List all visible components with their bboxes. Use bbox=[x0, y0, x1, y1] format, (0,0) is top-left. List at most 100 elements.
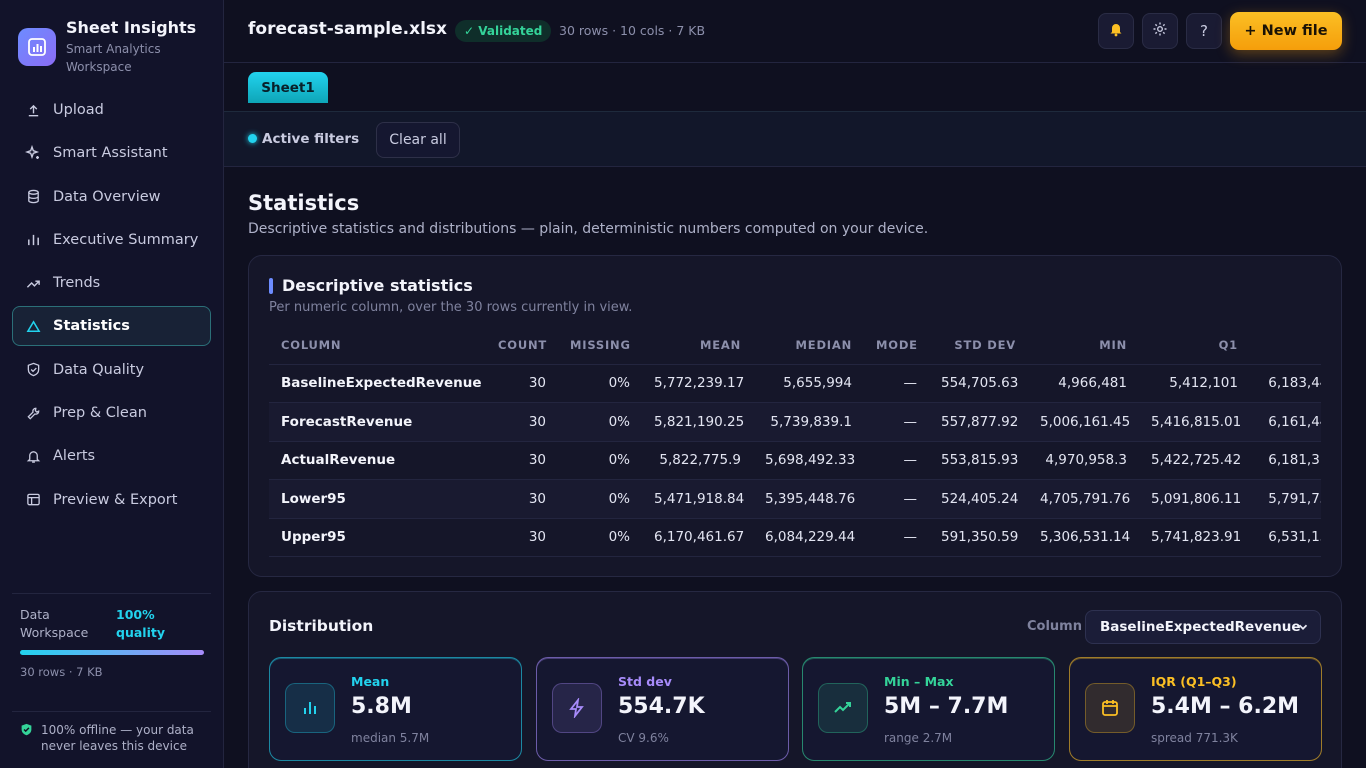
sidebar-item-label: Statistics bbox=[53, 318, 130, 335]
sidebar-item-trends[interactable]: Trends bbox=[12, 263, 211, 303]
stat-cell: 0% bbox=[558, 402, 642, 441]
sidebar-item-data-overview[interactable]: Data Overview bbox=[12, 177, 211, 217]
stat-subtext: median 5.7M bbox=[351, 731, 430, 745]
calendar-icon bbox=[1085, 683, 1135, 733]
column-header[interactable]: COLUMN bbox=[281, 337, 342, 352]
stat-cell: 30 bbox=[486, 517, 558, 557]
app-logo-icon bbox=[18, 28, 56, 66]
sidebar-item-executive-summary[interactable]: Executive Summary bbox=[12, 220, 211, 260]
column-select-label: Column bbox=[1027, 619, 1082, 634]
stat-cell: 0% bbox=[558, 517, 642, 557]
app-subtitle: Smart Analytics Workspace bbox=[66, 42, 161, 74]
filters-bar: Active filters Clear all bbox=[224, 111, 1366, 167]
quality-progress-fill bbox=[20, 650, 204, 655]
sidebar-item-alerts[interactable]: Alerts bbox=[12, 436, 211, 476]
stat-cell: — bbox=[864, 402, 929, 441]
stat-cell: 30 bbox=[486, 402, 558, 441]
column-header[interactable]: MODE bbox=[876, 337, 918, 352]
column-header[interactable]: MISSING bbox=[570, 337, 631, 352]
bolt-icon bbox=[552, 683, 602, 733]
sidebar-divider bbox=[12, 593, 211, 594]
tab-sheet1[interactable]: Sheet1 bbox=[248, 72, 328, 103]
stat-cell: 591,350.59 bbox=[929, 517, 1028, 557]
trend-up-icon bbox=[818, 683, 868, 733]
column-header[interactable]: Q1 bbox=[1218, 337, 1238, 352]
help-button[interactable]: ? bbox=[1186, 13, 1222, 49]
table-row[interactable]: Upper95 30 0% 6,170,461.67 6,084,229.44—591,… bbox=[269, 517, 1321, 557]
sidebar-item-statistics[interactable]: Statistics bbox=[12, 306, 211, 347]
column-name-cell: Lower95 bbox=[269, 479, 486, 518]
stat-cell: — bbox=[864, 479, 929, 518]
stat-cell: 30 bbox=[486, 440, 558, 480]
column-name-cell: BaselineExpectedRevenue bbox=[269, 363, 486, 403]
stat-cell: 30 bbox=[486, 363, 558, 403]
sidebar-item-label: Smart Assistant bbox=[53, 145, 168, 162]
gear-icon bbox=[1152, 21, 1168, 41]
stat-cell: 6,531,133 bbox=[1250, 517, 1321, 557]
offline-text: 100% offline — your data never leaves th… bbox=[41, 723, 194, 753]
upload-icon bbox=[25, 102, 41, 118]
table-row[interactable]: ForecastRevenue 30 0% 5,821,190.25 5,739,839… bbox=[269, 402, 1321, 441]
stat-card-mean: Mean 5.8M median 5.7M bbox=[269, 657, 522, 761]
table-row[interactable]: ActualRevenue 30 0% 5,822,775.9 5,698,492.33… bbox=[269, 440, 1321, 480]
card-subtitle: Per numeric column, over the 30 rows cur… bbox=[269, 300, 633, 315]
stat-cell: 5,471,918.84 bbox=[642, 479, 753, 518]
sidebar-item-label: Executive Summary bbox=[53, 231, 199, 248]
column-select[interactable]: BaselineExpectedRevenue bbox=[1085, 610, 1321, 644]
file-meta: 30 rows · 10 cols · 7 KB bbox=[559, 23, 706, 38]
brand: Sheet Insights Smart Analytics Workspace bbox=[18, 18, 196, 76]
statistics-table-scroll[interactable]: COLUMN COUNT MISSING MEAN MEDIAN MODE ST… bbox=[269, 326, 1321, 557]
stat-value: 554.7K bbox=[618, 694, 705, 719]
stat-cell: 0% bbox=[558, 440, 642, 480]
table-row[interactable]: Lower95 30 0% 5,471,918.84 5,395,448.76—524,… bbox=[269, 479, 1321, 518]
quality-label: Data Workspace bbox=[20, 607, 89, 640]
column-header[interactable] bbox=[1250, 326, 1321, 364]
sidebar-divider bbox=[12, 711, 211, 712]
sidebar-item-upload[interactable]: Upload bbox=[12, 90, 211, 130]
column-header[interactable]: MEDIAN bbox=[795, 337, 852, 352]
stat-subtext: CV 9.6% bbox=[618, 731, 669, 745]
title-accent bbox=[269, 278, 273, 294]
stat-cell: 5,772,239.17 bbox=[642, 363, 753, 403]
column-header[interactable]: MIN bbox=[1099, 337, 1127, 352]
bell-icon bbox=[25, 448, 41, 464]
stat-cell: 6,084,229.44 bbox=[753, 517, 864, 557]
new-file-button[interactable]: + New file bbox=[1230, 12, 1342, 50]
stat-cell: 4,970,958.3 bbox=[1028, 440, 1139, 480]
column-header[interactable]: MEAN bbox=[699, 337, 741, 352]
stat-cell: 5,306,531.14 bbox=[1028, 517, 1139, 557]
distribution-title: Distribution bbox=[269, 617, 374, 635]
sidebar-item-label: Upload bbox=[53, 102, 104, 118]
notifications-button[interactable] bbox=[1098, 13, 1134, 49]
stat-cell: 5,822,775.9 bbox=[642, 440, 753, 480]
column-header[interactable]: COUNT bbox=[498, 337, 548, 352]
sidebar-item-label: Alerts bbox=[53, 448, 96, 465]
stat-cell: 5,395,448.76 bbox=[753, 479, 864, 518]
sidebar-item-prep-clean[interactable]: Prep & Clean bbox=[12, 393, 211, 433]
table-row[interactable]: BaselineExpectedRevenue 30 0% 5,772,239.17 5… bbox=[269, 363, 1321, 403]
stat-cell: 0% bbox=[558, 363, 642, 403]
sidebar-item-smart-assistant[interactable]: Smart Assistant bbox=[12, 133, 211, 173]
sidebar-item-data-quality[interactable]: Data Quality bbox=[12, 350, 211, 390]
stat-value: 5.4M – 6.2M bbox=[1151, 694, 1300, 719]
stat-value: 5.8M bbox=[351, 694, 412, 719]
top-header: forecast-sample.xlsx ✓ Validated 30 rows… bbox=[224, 0, 1366, 63]
sidebar-item-preview-export[interactable]: Preview & Export bbox=[12, 480, 211, 520]
stat-cell: 6,181,317 bbox=[1250, 440, 1321, 480]
column-name-cell: Upper95 bbox=[269, 517, 486, 557]
clear-all-button[interactable]: Clear all bbox=[376, 122, 460, 158]
stat-subtext: range 2.7M bbox=[884, 731, 953, 745]
column-name-cell: ActualRevenue bbox=[269, 440, 486, 480]
quality-progress-bar bbox=[20, 650, 204, 655]
stat-label: Std dev bbox=[618, 674, 672, 689]
app-title: Sheet Insights bbox=[66, 18, 197, 37]
settings-button[interactable] bbox=[1142, 13, 1178, 49]
descriptive-statistics-card: Descriptive statistics Per numeric colum… bbox=[248, 255, 1342, 577]
wrench-icon bbox=[25, 405, 41, 421]
stat-cell: 5,006,161.45 bbox=[1028, 402, 1139, 441]
column-header[interactable]: STD DEV bbox=[954, 337, 1016, 352]
stat-cell: 4,705,791.76 bbox=[1028, 479, 1139, 518]
triangle-icon bbox=[25, 318, 41, 334]
sidebar-item-label: Prep & Clean bbox=[53, 405, 147, 422]
table-header-row: COLUMN COUNT MISSING MEAN MEDIAN MODE ST… bbox=[269, 326, 1321, 364]
